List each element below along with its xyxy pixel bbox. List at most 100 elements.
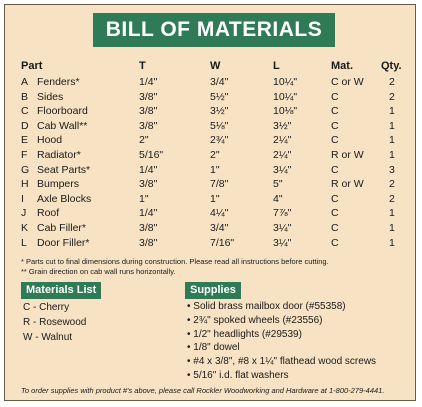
material: C xyxy=(331,90,339,103)
width: 7/16" xyxy=(210,236,235,249)
thickness: 3/8" xyxy=(139,178,158,191)
column-header: Mat. xyxy=(331,60,353,72)
materials-title: Materials List xyxy=(21,282,102,299)
length: 10¼" xyxy=(273,90,298,103)
part-letter: F xyxy=(21,149,28,161)
quantity: 2 xyxy=(389,178,395,191)
length: 2¼" xyxy=(273,134,292,147)
supply-item: 1/2" headlights (#29539) xyxy=(187,329,302,340)
part-letter: L xyxy=(21,236,27,249)
material: C or W xyxy=(331,76,364,88)
thickness: 2" xyxy=(139,134,149,147)
footnote: * Parts cut to final dimensions during c… xyxy=(21,257,329,266)
material: R or W xyxy=(331,178,364,191)
length: 7⅞" xyxy=(273,207,292,220)
part-name: Roof xyxy=(37,207,60,220)
supply-item: Solid brass mailbox door (#55358) xyxy=(187,301,345,312)
bill-of-materials: BILL OF MATERIALS To order supplies with… xyxy=(4,4,416,401)
width: 3½" xyxy=(210,105,229,118)
material: C xyxy=(331,163,339,176)
part-letter: K xyxy=(21,222,29,234)
length: 3½" xyxy=(273,119,292,132)
thickness: 3/8" xyxy=(139,105,158,118)
title: BILL OF MATERIALS xyxy=(93,13,335,47)
column-header: T xyxy=(139,60,146,72)
width: 3/4" xyxy=(210,76,229,88)
part-name: Bumpers xyxy=(37,178,80,191)
material: C xyxy=(331,105,339,118)
thickness: 1/4" xyxy=(139,76,158,88)
part-letter: D xyxy=(21,119,29,132)
width: 3/4" xyxy=(210,222,229,234)
part-name: Axle Blocks xyxy=(37,192,92,205)
material: C xyxy=(331,207,339,220)
part-letter: H xyxy=(21,178,29,191)
footnote: ** Grain direction on cab wall runs hori… xyxy=(21,267,176,276)
length: 10⅛" xyxy=(273,105,298,118)
thickness: 1/4" xyxy=(139,207,158,220)
length: 5" xyxy=(273,178,283,191)
part-name: Cab Filler* xyxy=(37,222,87,234)
width: 1" xyxy=(210,163,220,176)
material: C xyxy=(331,192,339,205)
column-header: Part xyxy=(21,60,43,72)
width: 5½" xyxy=(210,90,229,103)
quantity: 2 xyxy=(389,90,395,103)
width: 7/8" xyxy=(210,178,229,191)
length: 10¼" xyxy=(273,76,298,88)
supply-item: 1/8" dowel xyxy=(187,342,239,353)
part-name: Sides xyxy=(37,90,64,103)
quantity: 1 xyxy=(389,134,395,147)
supply-item: 5/16" i.d. flat washers xyxy=(187,370,288,381)
length: 3¼" xyxy=(273,236,292,249)
thickness: 5/16" xyxy=(139,149,164,161)
material: C xyxy=(331,119,339,132)
part-name: Radiator* xyxy=(37,149,81,161)
material-item: C - Cherry xyxy=(23,302,70,313)
material: R or W xyxy=(331,149,364,161)
column-header: Qty. xyxy=(381,60,402,72)
part-name: Door Filler* xyxy=(37,236,90,249)
supplies-title: Supplies xyxy=(185,282,241,299)
supply-item: 2¾" spoked wheels (#23556) xyxy=(187,315,322,326)
width: 1" xyxy=(210,192,220,205)
thickness: 1" xyxy=(139,192,149,205)
column-header: L xyxy=(273,60,280,72)
length: 4" xyxy=(273,192,283,205)
part-letter: J xyxy=(21,207,27,220)
thickness: 1/4" xyxy=(139,163,158,176)
part-letter: E xyxy=(21,134,29,147)
part-name: Floorboard xyxy=(37,105,88,118)
quantity: 1 xyxy=(389,222,395,234)
material: C xyxy=(331,236,339,249)
footer: To order supplies with product #'s above… xyxy=(21,386,385,395)
column-header: W xyxy=(210,60,221,72)
part-name: Seat Parts* xyxy=(37,163,91,176)
width: 2¾" xyxy=(210,134,229,147)
part-letter: C xyxy=(21,105,29,118)
width: 5⅛" xyxy=(210,119,229,132)
part-letter: G xyxy=(21,163,30,176)
quantity: 3 xyxy=(389,163,395,176)
thickness: 3/8" xyxy=(139,236,158,249)
length: 2¼" xyxy=(273,149,292,161)
part-name: Hood xyxy=(37,134,63,147)
part-name: Fenders* xyxy=(37,76,80,88)
material-item: W - Walnut xyxy=(23,332,73,343)
width: 2" xyxy=(210,149,220,161)
thickness: 3/8" xyxy=(139,222,158,234)
quantity: 2 xyxy=(389,192,395,205)
material-item: R - Rosewood xyxy=(23,317,87,328)
material: C xyxy=(331,222,339,234)
part-letter: A xyxy=(21,76,29,88)
width: 4¼" xyxy=(210,207,229,220)
length: 3¼" xyxy=(273,222,292,234)
quantity: 1 xyxy=(389,105,395,118)
quantity: 1 xyxy=(389,149,395,161)
quantity: 2 xyxy=(389,76,395,88)
quantity: 1 xyxy=(389,119,395,132)
quantity: 1 xyxy=(389,236,395,249)
part-letter: B xyxy=(21,90,29,103)
part-name: Cab Wall** xyxy=(37,119,88,132)
